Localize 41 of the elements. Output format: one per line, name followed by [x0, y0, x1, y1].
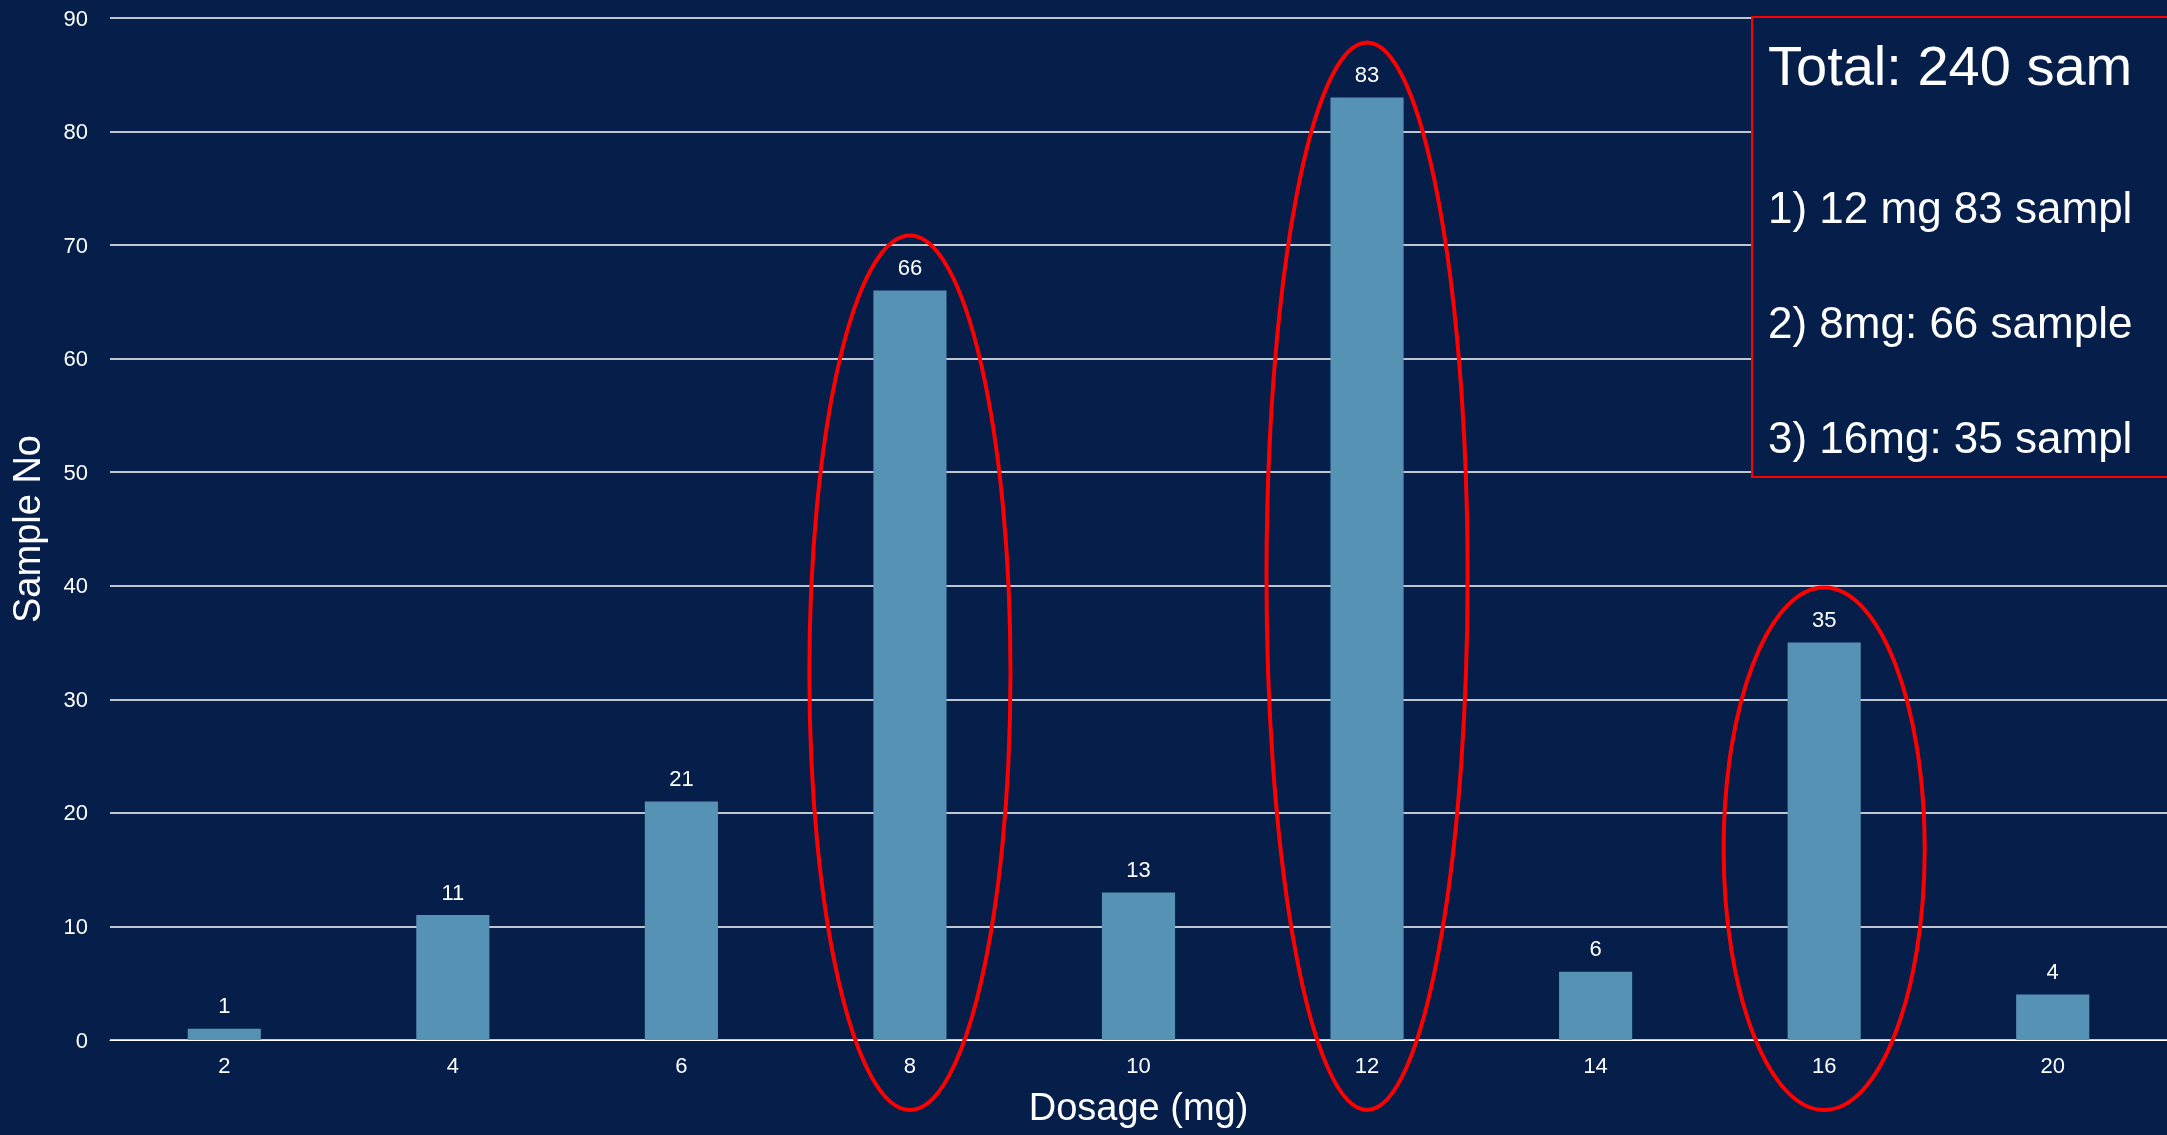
bar — [1101, 892, 1176, 1040]
x-tick-label: 12 — [1354, 1052, 1380, 1078]
y-tick-label: 30 — [63, 686, 88, 712]
data-label: 66 — [897, 255, 923, 281]
annotation: Total: 240 sam — [1768, 33, 2133, 97]
y-tick-label: 90 — [63, 5, 88, 31]
x-tick-label: 4 — [446, 1052, 459, 1078]
y-tick-label: 40 — [63, 573, 88, 599]
data-label: 1 — [218, 993, 231, 1019]
y-tick-label: 10 — [63, 913, 88, 939]
x-tick-label: 20 — [2040, 1052, 2065, 1078]
data-label: 6 — [1589, 936, 1602, 962]
bar — [187, 1028, 261, 1040]
bar — [2016, 994, 2090, 1040]
bar — [644, 801, 718, 1040]
data-label: 13 — [1126, 856, 1151, 882]
y-tick-label: 50 — [63, 459, 88, 485]
y-axis-title: Sample No — [6, 435, 48, 623]
bar — [1559, 971, 1633, 1040]
y-tick-label: 20 — [63, 800, 88, 826]
x-tick-label: 14 — [1583, 1052, 1608, 1078]
y-tick-label: 60 — [63, 346, 88, 372]
x-tick-label: 6 — [675, 1052, 688, 1078]
annotation: 3) 16mg: 35 sampl — [1768, 412, 2133, 462]
x-tick-label: 2 — [218, 1052, 231, 1078]
y-tick-label: 80 — [63, 119, 88, 145]
data-label: 35 — [1811, 607, 1837, 633]
y-tick-label: 0 — [75, 1027, 88, 1053]
y-tick-label: 70 — [63, 232, 88, 258]
x-tick-label: 8 — [903, 1052, 917, 1078]
data-label: 83 — [1354, 61, 1380, 87]
x-tick-label: 16 — [1811, 1052, 1837, 1078]
data-label: 11 — [441, 879, 465, 905]
annotation: 1) 12 mg 83 sampl — [1768, 182, 2133, 232]
bar — [416, 915, 490, 1040]
annotation: 2) 8mg: 66 sample — [1768, 297, 2133, 347]
bar — [1787, 642, 1861, 1040]
data-label: 4 — [2046, 959, 2059, 985]
data-label: 21 — [669, 766, 694, 792]
x-axis-title: Dosage (mg) — [1028, 1086, 1249, 1128]
x-tick-label: 10 — [1126, 1052, 1151, 1078]
